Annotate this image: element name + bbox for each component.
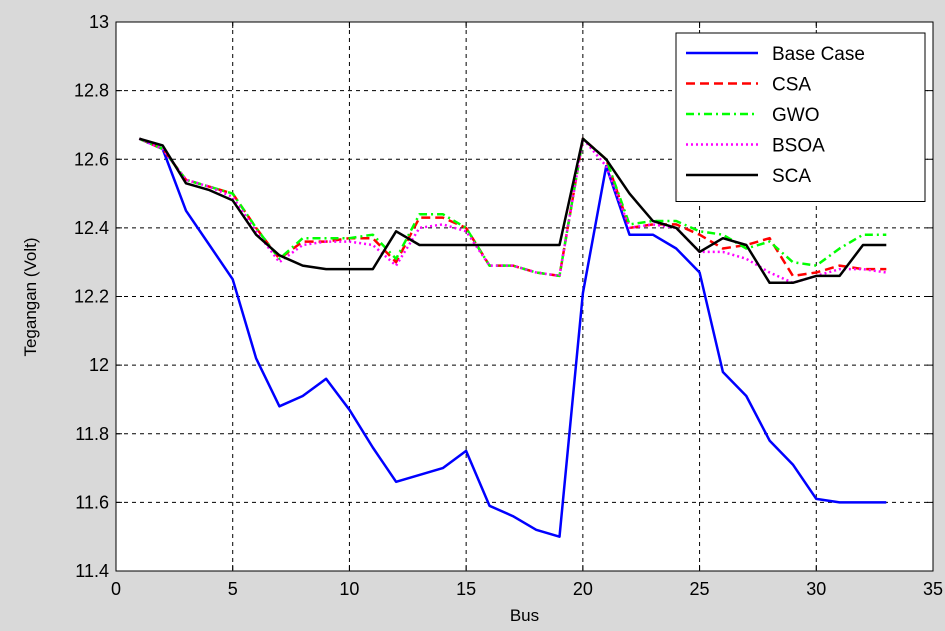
series-base-case-line	[138, 137, 887, 538]
y-tick-label: 11.4	[75, 561, 109, 581]
x-axis-label: Bus	[510, 606, 539, 625]
x-tick-label: 0	[111, 579, 121, 599]
y-tick-label: 12.4	[74, 218, 109, 238]
y-tick-label: 12	[89, 355, 109, 375]
y-tick-label: 11.8	[75, 424, 109, 444]
x-tick-label: 25	[690, 579, 710, 599]
legend-label: CSA	[772, 75, 811, 96]
series-bsoa-line	[138, 137, 887, 285]
y-tick-label: 13	[89, 12, 109, 32]
legend-label: SCA	[772, 166, 811, 187]
legend-box	[675, 32, 926, 202]
x-tick-label: 10	[339, 579, 359, 599]
y-tick-label: 12.8	[74, 81, 109, 101]
legend-label: GWO	[772, 105, 820, 126]
x-tick-label: 15	[456, 579, 476, 599]
x-tick-label: 5	[228, 579, 238, 599]
legend-label: BSOA	[772, 136, 825, 157]
legend-label: Base Case	[772, 44, 865, 65]
y-tick-label: 11.6	[75, 492, 109, 512]
series-layer	[138, 137, 887, 538]
axis-ticks: 0 5 10 15 20 25 30 35 11.4 11.6 11.8 12 12.2 12.4 12.6…	[74, 12, 943, 599]
series-sca-line	[138, 137, 887, 285]
x-tick-label: 30	[806, 579, 826, 599]
series-gwo-line	[138, 137, 887, 278]
x-tick-label: 20	[573, 579, 593, 599]
y-tick-label: 12.6	[74, 149, 109, 169]
y-axis-label: Tegangan (Volt)	[21, 237, 40, 356]
legend: Base Case CSA GWO BSOA SCA	[675, 32, 926, 202]
y-tick-label: 12.2	[74, 287, 109, 307]
x-tick-label: 35	[923, 579, 943, 599]
